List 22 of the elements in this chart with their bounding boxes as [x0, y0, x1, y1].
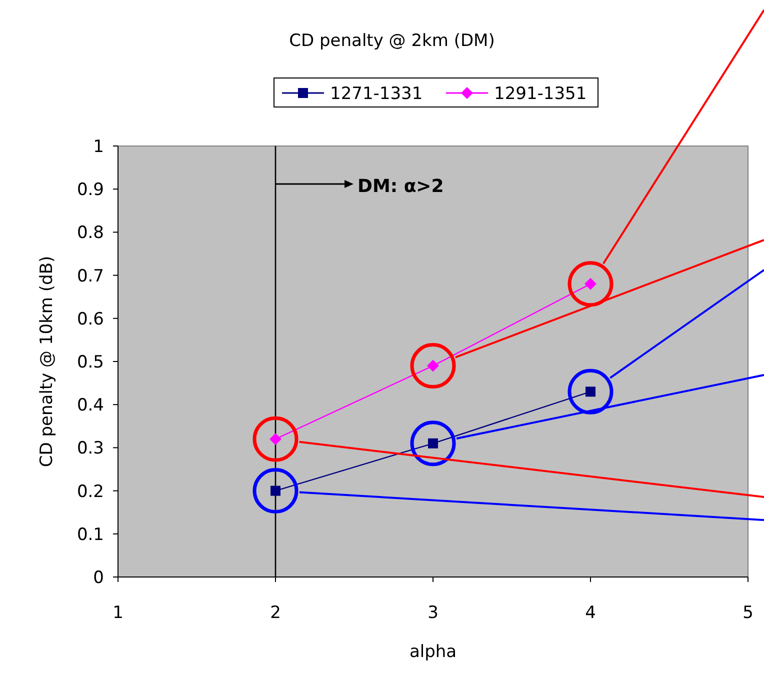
x-tick-label: 4: [585, 603, 596, 623]
y-tick-label: 0: [93, 568, 104, 588]
y-tick-label: 1: [93, 137, 104, 157]
y-tick-label: 0.1: [76, 524, 104, 545]
y-tick-label: 0.8: [76, 223, 104, 244]
legend-label: 1271-1331: [330, 84, 423, 104]
ref-line-label: DM: α>2: [358, 176, 444, 197]
y-tick-label: 0.2: [76, 482, 104, 502]
chart-title: CD penalty @ 2km (DM): [289, 31, 495, 51]
x-tick-label: 3: [428, 603, 438, 623]
x-tick-label: 1: [112, 603, 124, 623]
y-tick-label: 0.3: [76, 438, 104, 459]
legend-label: 1291-1351: [494, 84, 587, 104]
x-axis-title: alpha: [409, 642, 457, 662]
x-tick-label: 5: [742, 603, 754, 623]
y-tick-label: 0.6: [76, 309, 104, 330]
y-tick-label: 0.7: [76, 266, 104, 286]
y-tick-label: 0.9: [76, 180, 104, 200]
y-tick-label: 0.4: [76, 396, 104, 416]
y-tick-label: 0.5: [76, 352, 104, 372]
y-axis-title: CD penalty @ 10km (dB): [37, 256, 57, 468]
x-tick-label: 2: [270, 603, 281, 623]
